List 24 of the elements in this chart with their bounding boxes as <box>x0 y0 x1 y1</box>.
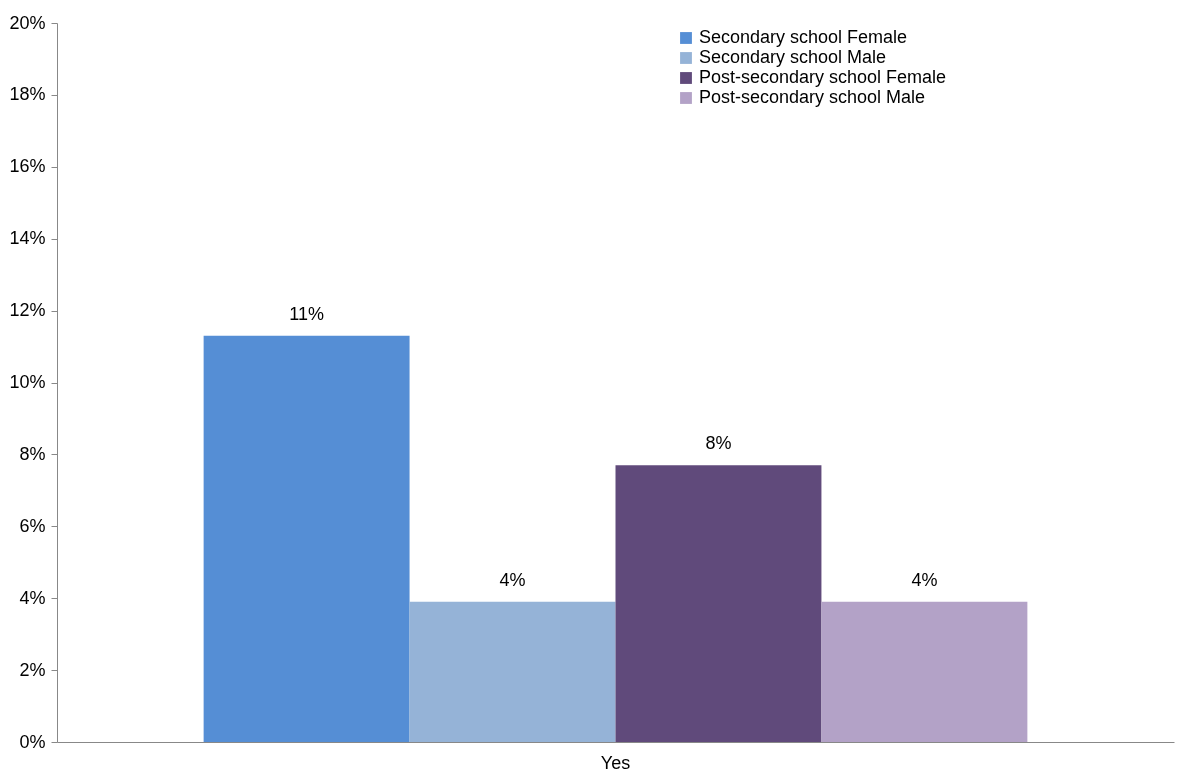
bar <box>615 465 822 742</box>
legend-label: Secondary school Male <box>699 47 887 67</box>
y-tick-label: 16% <box>9 156 46 177</box>
y-tick-label: 0% <box>19 731 46 752</box>
data-label: 4% <box>499 569 526 590</box>
data-label: 8% <box>705 433 732 454</box>
x-tick-label: Yes <box>600 752 631 773</box>
bar <box>821 601 1028 742</box>
y-tick-label: 2% <box>19 659 46 680</box>
legend-label: Secondary school Female <box>699 27 908 47</box>
bar <box>409 601 616 742</box>
y-tick-label: 4% <box>19 587 46 608</box>
legend-label: Post-secondary school Male <box>699 87 926 107</box>
y-tick-label: 14% <box>9 228 46 249</box>
legend-label: Post-secondary school Female <box>699 67 947 87</box>
data-label: 4% <box>911 569 938 590</box>
y-tick-label: 8% <box>19 443 46 464</box>
y-tick-label: 10% <box>9 372 46 392</box>
y-tick-label: 20% <box>9 12 46 33</box>
data-label: 11% <box>289 303 324 324</box>
bar <box>203 335 410 742</box>
y-tick-label: 18% <box>9 84 46 105</box>
y-tick-label: 12% <box>9 300 46 321</box>
y-tick-label: 6% <box>19 515 46 536</box>
